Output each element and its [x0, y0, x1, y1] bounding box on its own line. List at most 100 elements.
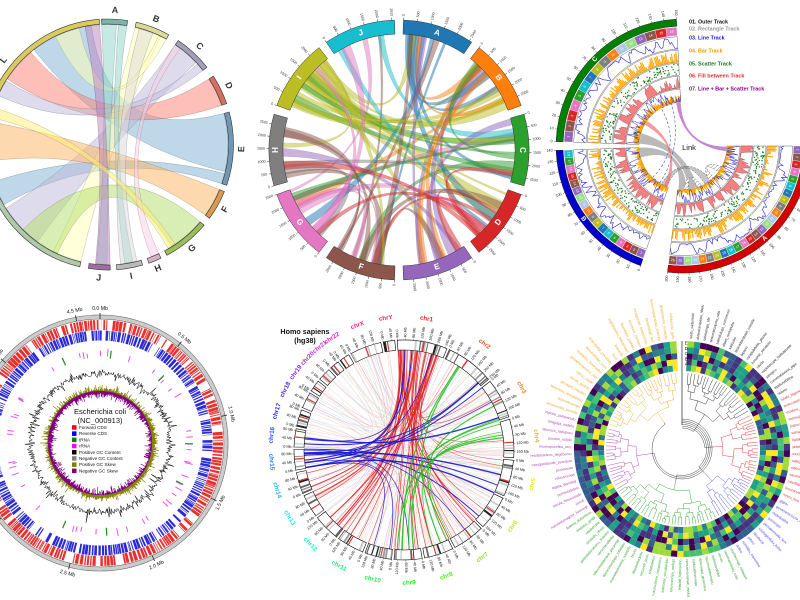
svg-text:2500: 2500 — [470, 29, 478, 38]
svg-text:120 Mb: 120 Mb — [361, 556, 369, 569]
svg-text:40 Mb: 40 Mb — [412, 562, 417, 573]
svg-text:rerufatotefeco_degebemu: rerufatotefeco_degebemu — [530, 452, 571, 458]
svg-text:2000: 2000 — [497, 238, 506, 246]
svg-text:7: 7 — [785, 191, 789, 194]
svg-text:Forward CDS: Forward CDS — [79, 425, 107, 430]
svg-text:120 Mb: 120 Mb — [368, 330, 375, 343]
svg-text:2500: 2500 — [488, 248, 496, 257]
svg-text:120 Mb: 120 Mb — [470, 349, 481, 361]
svg-text:50: 50 — [566, 76, 572, 82]
svg-text:J: J — [357, 28, 364, 38]
svg-text:40: 40 — [560, 88, 565, 93]
svg-text:ciludo: ciludo — [756, 360, 765, 370]
svg-text:chr1: chr1 — [419, 314, 434, 323]
svg-text:D: D — [685, 346, 688, 351]
svg-text:0: 0 — [480, 42, 484, 46]
svg-text:F: F — [219, 204, 231, 214]
svg-text:0: 0 — [268, 185, 271, 189]
svg-text:14: 14 — [572, 181, 577, 186]
svg-text:10: 10 — [586, 208, 592, 214]
svg-text:10: 10 — [626, 264, 631, 269]
svg-text:9: 9 — [603, 60, 607, 64]
svg-text:0: 0 — [392, 284, 396, 286]
svg-text:0 Mb: 0 Mb — [310, 371, 319, 379]
svg-text:70: 70 — [790, 217, 796, 223]
svg-text:40 Mb: 40 Mb — [388, 328, 393, 339]
svg-text:modura_pafu: modura_pafu — [786, 404, 800, 415]
svg-text:2500: 2500 — [325, 264, 333, 273]
svg-text:I: I — [129, 271, 133, 281]
svg-text:10: 10 — [774, 210, 780, 216]
svg-text:60: 60 — [796, 208, 800, 213]
svg-text:70: 70 — [581, 55, 587, 61]
svg-text:Reverse CDS: Reverse CDS — [79, 431, 107, 436]
svg-text:10: 10 — [549, 126, 554, 131]
svg-text:160 Mb: 160 Mb — [477, 355, 488, 367]
svg-text:80 Mb: 80 Mb — [463, 346, 472, 357]
svg-text:170: 170 — [698, 275, 703, 282]
svg-text:2000: 2000 — [425, 281, 431, 290]
svg-text:80 Mb: 80 Mb — [314, 526, 324, 536]
svg-text:120 Mb: 120 Mb — [331, 541, 341, 553]
svg-text:500: 500 — [490, 47, 497, 54]
svg-text:0 Mb: 0 Mb — [306, 516, 315, 524]
svg-text:40 Mb: 40 Mb — [403, 327, 407, 337]
svg-text:120 Mb: 120 Mb — [428, 559, 435, 572]
svg-text:2000: 2000 — [271, 208, 280, 215]
svg-text:pumavudotusi: pumavudotusi — [557, 486, 580, 498]
svg-text:1000: 1000 — [450, 273, 457, 282]
svg-text:C: C — [518, 147, 527, 153]
svg-text:40 Mb: 40 Mb — [379, 560, 385, 571]
svg-text:200 Mb: 200 Mb — [483, 361, 495, 372]
svg-text:remuvesuvaradi_vivoba: remuvesuvaradi_vivoba — [685, 559, 691, 597]
svg-text:1500: 1500 — [257, 147, 265, 151]
svg-text:80 Mb: 80 Mb — [513, 475, 524, 481]
svg-text:0 Mb: 0 Mb — [511, 414, 520, 420]
svg-text:150: 150 — [674, 9, 678, 15]
svg-text:14: 14 — [753, 232, 759, 238]
svg-text:20: 20 — [715, 253, 720, 258]
svg-text:120 Mb: 120 Mb — [462, 545, 472, 558]
svg-text:500: 500 — [378, 283, 383, 289]
svg-text:110: 110 — [552, 182, 559, 188]
svg-text:1500: 1500 — [533, 151, 541, 155]
svg-text:pucane_notobi: pucane_notobi — [548, 436, 572, 442]
svg-text:16: 16 — [670, 30, 674, 34]
svg-text:3: 3 — [626, 244, 630, 248]
svg-text:160: 160 — [709, 273, 714, 280]
svg-text:0 Mb: 0 Mb — [332, 351, 340, 360]
svg-text:pivocevato: pivocevato — [556, 466, 574, 473]
svg-text:80 Mb: 80 Mb — [283, 427, 294, 433]
svg-text:C: C — [591, 55, 599, 63]
svg-text:40: 40 — [597, 246, 603, 252]
svg-text:C: C — [685, 351, 688, 356]
svg-text:40 Mb: 40 Mb — [475, 534, 485, 544]
svg-text:500: 500 — [273, 85, 280, 91]
svg-text:timigoga_nodelu: timigoga_nodelu — [548, 419, 575, 428]
svg-text:1000: 1000 — [345, 17, 352, 26]
svg-text:0 Mb: 0 Mb — [292, 493, 301, 500]
svg-text:50: 50 — [588, 238, 594, 244]
svg-text:60: 60 — [573, 65, 579, 71]
svg-text:linuli: linuli — [611, 353, 619, 361]
svg-text:C: C — [194, 40, 206, 52]
svg-text:duleralavapepo_ribelu: duleralavapepo_ribelu — [696, 304, 705, 340]
svg-text:2500: 2500 — [265, 194, 274, 200]
svg-text:18: 18 — [566, 152, 570, 156]
svg-text:E: E — [236, 146, 246, 152]
svg-text:cotefudefori: cotefudefori — [648, 555, 657, 574]
svg-text:Positive GC Content: Positive GC Content — [79, 450, 121, 455]
svg-text:0 Mb: 0 Mb — [322, 359, 330, 368]
svg-text:devari: devari — [717, 553, 724, 564]
svg-text:D: D — [493, 217, 504, 227]
svg-text:17: 17 — [735, 244, 740, 249]
svg-text:130: 130 — [547, 160, 554, 165]
svg-text:F: F — [357, 262, 365, 272]
svg-text:2000: 2000 — [532, 164, 540, 169]
svg-text:4: 4 — [793, 170, 797, 173]
svg-text:40 Mb: 40 Mb — [294, 393, 305, 401]
svg-text:80: 80 — [783, 226, 789, 232]
svg-text:lacumedobomacu: lacumedobomacu — [704, 556, 714, 585]
svg-text:E: E — [685, 341, 688, 346]
svg-text:ligatituteba_cegema: ligatituteba_cegema — [792, 435, 800, 442]
